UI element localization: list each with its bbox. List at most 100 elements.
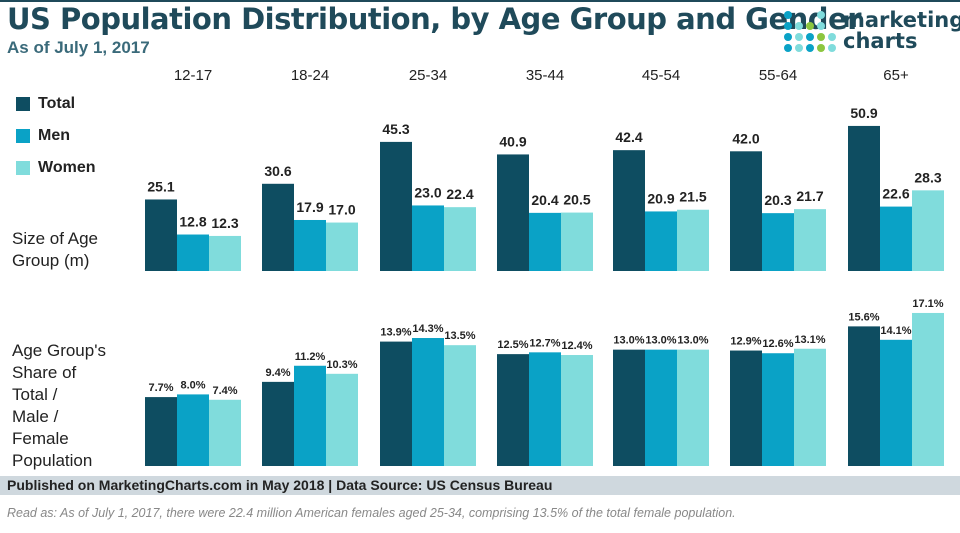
data-label: 12.3 bbox=[211, 215, 238, 231]
data-label: 21.7 bbox=[796, 188, 823, 204]
bar-men bbox=[177, 234, 209, 271]
bar-men bbox=[880, 206, 912, 271]
category-label: 55-64 bbox=[759, 67, 797, 84]
row-label-line: Male / bbox=[12, 407, 59, 426]
data-label: 13.0% bbox=[613, 335, 644, 347]
row-label-line: Share of bbox=[12, 363, 77, 382]
data-label: 8.0% bbox=[180, 379, 205, 391]
row-label-line: Age Group's bbox=[12, 341, 106, 360]
bar-women bbox=[677, 349, 709, 466]
data-label: 13.9% bbox=[380, 327, 411, 339]
bar-total bbox=[262, 381, 294, 466]
category-label: 65+ bbox=[883, 67, 909, 84]
bar-men bbox=[645, 349, 677, 466]
data-label: 42.4 bbox=[615, 129, 642, 145]
data-label: 9.4% bbox=[265, 367, 290, 379]
data-label: 22.6 bbox=[882, 186, 909, 202]
data-label: 13.1% bbox=[794, 334, 825, 346]
logo-dot bbox=[784, 33, 792, 41]
row-label-line: Population bbox=[12, 451, 93, 470]
data-label: 17.0 bbox=[328, 202, 355, 218]
bar-men bbox=[529, 352, 561, 466]
bar-women bbox=[209, 399, 241, 466]
data-label: 20.5 bbox=[563, 192, 590, 208]
legend-item-men: Men bbox=[16, 120, 95, 152]
data-label: 17.9 bbox=[296, 199, 323, 215]
top-border bbox=[0, 0, 960, 2]
read-as-note: Read as: As of July 1, 2017, there were … bbox=[7, 506, 736, 520]
data-label: 12.7% bbox=[529, 337, 560, 349]
bar-total bbox=[145, 397, 177, 466]
logo-dot bbox=[817, 33, 825, 41]
data-label: 13.0% bbox=[645, 335, 676, 347]
row-label-size: Size of Age Group (m) bbox=[12, 228, 98, 272]
logo-dot bbox=[806, 22, 814, 30]
bar-men bbox=[294, 219, 326, 271]
legend-label: Women bbox=[38, 159, 96, 176]
data-label: 25.1 bbox=[147, 178, 174, 194]
logo-dot bbox=[784, 44, 792, 52]
bar-women bbox=[209, 235, 241, 271]
bar-women bbox=[326, 222, 358, 271]
bar-total bbox=[497, 354, 529, 466]
logo-dot bbox=[817, 11, 825, 19]
legend-item-women: Women bbox=[16, 152, 95, 184]
logo-dot bbox=[806, 44, 814, 52]
logo-line1: marketing bbox=[843, 8, 960, 32]
data-label: 15.6% bbox=[848, 311, 879, 323]
bar-men bbox=[880, 339, 912, 466]
data-label: 11.2% bbox=[295, 351, 326, 363]
data-label: 22.4 bbox=[446, 186, 473, 202]
bar-men bbox=[762, 353, 794, 466]
data-label: 14.1% bbox=[880, 325, 911, 337]
data-label: 12.4% bbox=[561, 340, 592, 352]
bar-women bbox=[444, 207, 476, 271]
chart-title: US Population Distribution, by Age Group… bbox=[7, 2, 862, 36]
data-label: 12.5% bbox=[497, 339, 528, 351]
logo-dot bbox=[795, 44, 803, 52]
bar-total bbox=[613, 349, 645, 466]
row-label-line: Group (m) bbox=[12, 251, 90, 270]
chart-subtitle: As of July 1, 2017 bbox=[7, 38, 150, 57]
bar-men bbox=[529, 212, 561, 271]
data-label: 17.1% bbox=[912, 298, 943, 310]
bar-women bbox=[677, 209, 709, 271]
legend-swatch bbox=[16, 161, 30, 175]
bar-total bbox=[380, 341, 412, 466]
bar-total bbox=[262, 183, 294, 271]
data-label: 23.0 bbox=[414, 184, 441, 200]
logo-dot bbox=[828, 33, 836, 41]
bar-total bbox=[380, 141, 412, 271]
row-label-share: Age Group's Share of Total / Male / Fema… bbox=[12, 340, 106, 472]
bar-men bbox=[412, 338, 444, 466]
data-label: 10.3% bbox=[326, 359, 357, 371]
data-label: 30.6 bbox=[264, 163, 291, 179]
legend-label: Men bbox=[38, 127, 70, 144]
logo-dot bbox=[817, 22, 825, 30]
data-label: 40.9 bbox=[499, 133, 526, 149]
bar-women bbox=[912, 190, 944, 271]
row-label-line: Size of Age bbox=[12, 229, 99, 248]
data-label: 20.9 bbox=[647, 190, 674, 206]
category-label: 45-54 bbox=[642, 67, 680, 84]
category-label: 18-24 bbox=[291, 67, 329, 84]
data-label: 20.4 bbox=[531, 192, 558, 208]
bar-total bbox=[848, 326, 880, 466]
data-label: 45.3 bbox=[382, 121, 409, 137]
bar-women bbox=[912, 312, 944, 466]
bar-total bbox=[730, 350, 762, 466]
data-label: 7.7% bbox=[148, 382, 173, 394]
bar-men bbox=[762, 213, 794, 271]
logo-dot bbox=[795, 22, 803, 30]
bar-women bbox=[794, 348, 826, 466]
bar-women bbox=[561, 212, 593, 271]
bar-women bbox=[326, 373, 358, 466]
data-label: 28.3 bbox=[914, 169, 941, 185]
data-label: 14.3% bbox=[412, 323, 443, 335]
source-footer: Published on MarketingCharts.com in May … bbox=[0, 476, 960, 495]
bar-total bbox=[497, 154, 529, 271]
data-label: 12.9% bbox=[730, 336, 761, 348]
marketingcharts-logo: marketing charts bbox=[783, 8, 960, 56]
bar-men bbox=[177, 394, 209, 466]
bar-women bbox=[561, 355, 593, 466]
